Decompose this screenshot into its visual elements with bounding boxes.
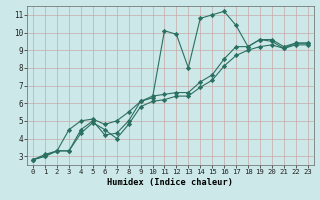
X-axis label: Humidex (Indice chaleur): Humidex (Indice chaleur) — [108, 178, 233, 187]
